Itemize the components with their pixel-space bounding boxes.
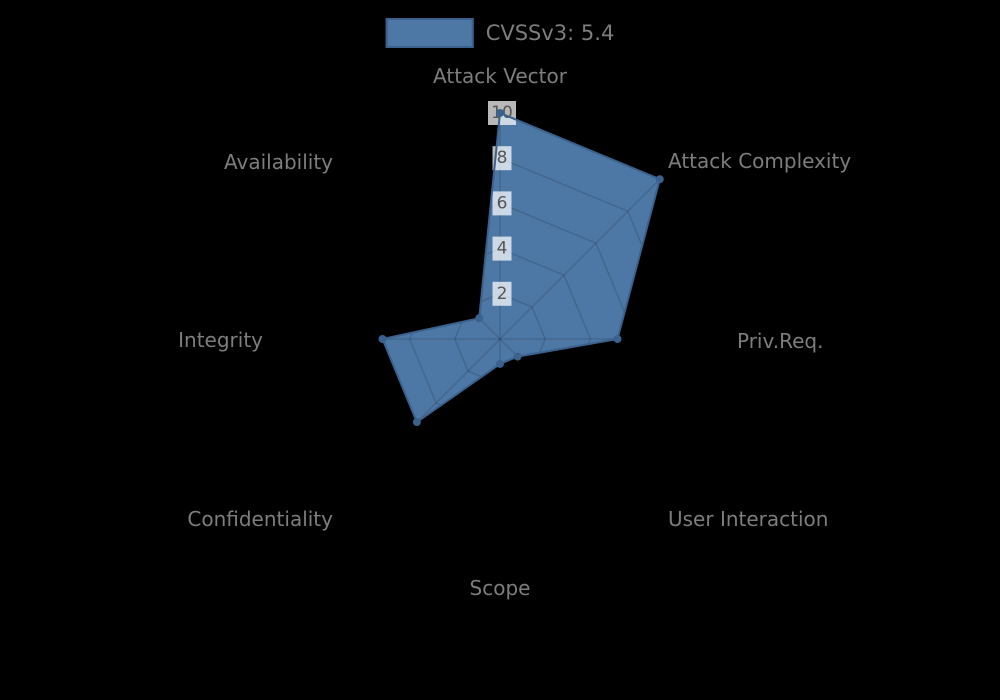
tick-backdrop <box>492 146 512 171</box>
axis-label-user-interaction: User Interaction <box>668 507 828 531</box>
data-point <box>513 352 522 361</box>
data-point <box>378 335 387 343</box>
legend-swatch-icon <box>385 18 474 48</box>
grid-spoke <box>499 178 661 340</box>
data-point <box>655 175 664 184</box>
axis-label-attack-complexity: Attack Complexity <box>668 149 851 173</box>
data-point <box>613 335 622 343</box>
grid-ring <box>273 112 727 566</box>
radar-data-fill <box>382 113 660 423</box>
axis-label-scope: Scope <box>470 576 531 600</box>
grid-ring <box>318 157 682 521</box>
axis-label-attack-vector: Attack Vector <box>433 64 568 88</box>
axis-label-confidentiality: Confidentiality <box>187 507 333 531</box>
data-point <box>496 359 504 368</box>
data-point <box>412 418 421 427</box>
radial-ticks: 246810 <box>488 101 516 306</box>
legend-label: CVSSv3: 5.4 <box>485 21 615 45</box>
grid-spoke <box>499 338 661 500</box>
axis-labels: Attack Vector Attack Complexity Priv.Req. U… <box>178 64 851 600</box>
axis-label-priv-req: Priv.Req. <box>737 329 823 353</box>
tick-label-6: 6 <box>497 193 508 213</box>
grid-ring <box>408 247 592 431</box>
data-point <box>496 109 504 117</box>
tick-backdrop <box>492 236 512 261</box>
data-point <box>475 314 484 323</box>
chart-legend[interactable]: CVSSv3: 5.4 <box>385 18 615 48</box>
tick-label-4: 4 <box>497 239 508 259</box>
grid-spoke <box>339 178 501 340</box>
grid-ring <box>453 292 547 386</box>
radar-data-points <box>378 109 664 427</box>
grid-ring <box>363 202 637 476</box>
tick-label-2: 2 <box>497 284 508 304</box>
axis-label-integrity: Integrity <box>178 328 263 352</box>
tick-label-8: 8 <box>497 148 508 168</box>
tick-backdrop <box>492 191 512 216</box>
axis-label-availability: Availability <box>224 150 333 174</box>
tick-backdrop <box>492 281 512 306</box>
